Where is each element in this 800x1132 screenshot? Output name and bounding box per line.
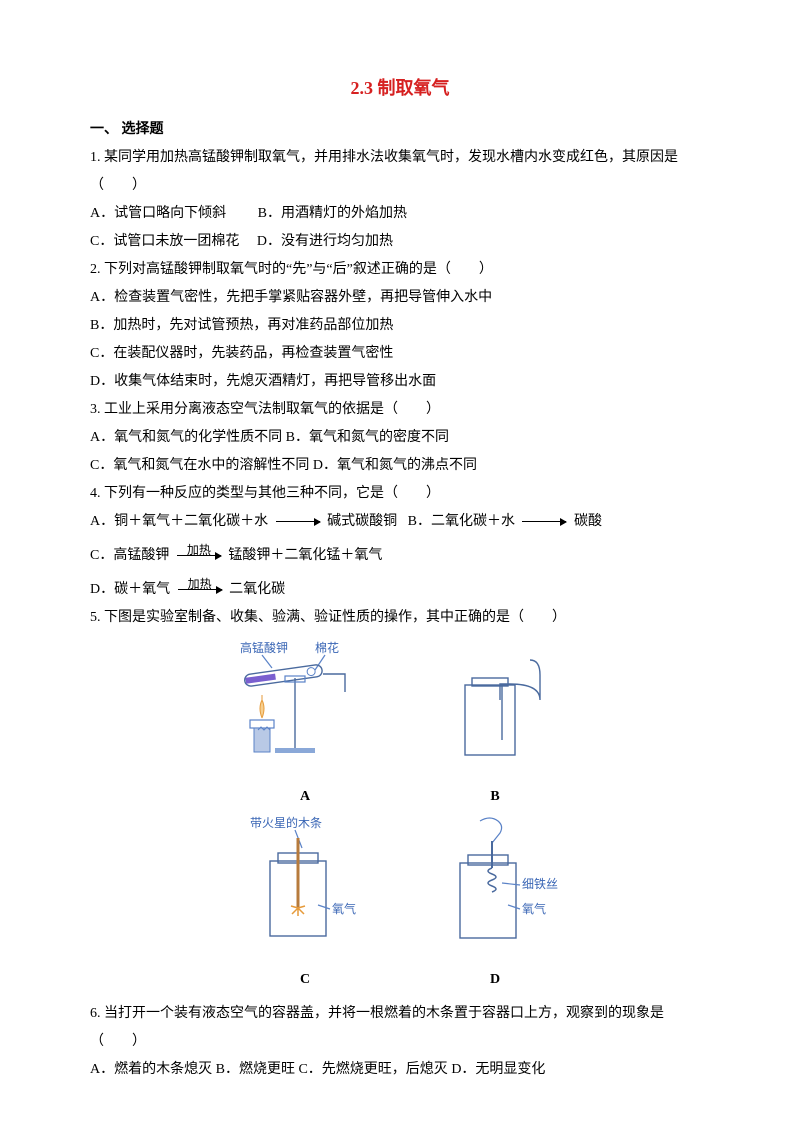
- q3-row2: C．氧气和氮气在水中的溶解性不同 D．氧气和氮气的沸点不同: [90, 452, 710, 480]
- q3-b: B．氧气和氮气的密度不同: [286, 430, 449, 445]
- q4-c1: C．高锰酸钾: [90, 548, 169, 563]
- arrow-icon: [276, 521, 320, 522]
- q4-d1: D．碳＋氧气: [90, 582, 170, 597]
- q6-options: A．燃着的木条熄灭 B．燃烧更旺 C．先燃烧更旺，后熄灭 D．无明显变化: [90, 1056, 710, 1084]
- arrow-heat-icon: 加热: [177, 555, 221, 556]
- q3-d: D．氧气和氮气的沸点不同: [313, 458, 477, 473]
- q1-a: A．试管口略向下倾斜: [90, 206, 226, 221]
- q1-d: D．没有进行均匀加热: [257, 234, 393, 249]
- figure-c-letter: C: [220, 966, 390, 994]
- q4-a1: A．铜＋氧气＋二氧化碳＋水: [90, 514, 268, 529]
- q4-d: D．碳＋氧气 加热 二氧化碳: [90, 576, 710, 604]
- arrow-icon: [522, 521, 566, 522]
- arrow-label: 加热: [187, 538, 211, 562]
- q3-a: A．氧气和氮气的化学性质不同: [90, 430, 282, 445]
- label-oxygen: 氧气: [332, 901, 356, 916]
- apparatus-a-icon: 高锰酸钾 棉花: [220, 640, 390, 770]
- q6-stem: 6. 当打开一个装有液态空气的容器盖，并将一根燃着的木条置于容器口上方，观察到的…: [90, 1000, 710, 1056]
- q2-d: D．收集气体结束时，先熄灭酒精灯，再把导管移出水面: [90, 368, 710, 396]
- figure-d-letter: D: [410, 966, 580, 994]
- figure-d: 细铁丝 氧气 D: [410, 813, 580, 994]
- q1-stem: 1. 某同学用加热高锰酸钾制取氧气，并用排水法收集氧气时，发现水槽内水变成红色，…: [90, 144, 710, 200]
- q1-b: B．用酒精灯的外焰加热: [258, 206, 407, 221]
- q3-c: C．氧气和氮气在水中的溶解性不同: [90, 458, 309, 473]
- label-kmn04: 高锰酸钾: [240, 640, 288, 655]
- figure-a: 高锰酸钾 棉花: [220, 640, 390, 811]
- q4-a2: 碱式碳酸铜: [327, 514, 397, 529]
- q1-c: C．试管口未放一团棉花: [90, 234, 239, 249]
- q6-b: B．燃烧更旺: [216, 1062, 295, 1077]
- q2-c: C．在装配仪器时，先装药品，再检查装置气密性: [90, 340, 710, 368]
- section-heading: 一、 选择题: [90, 116, 710, 144]
- figure-b-letter: B: [410, 783, 580, 811]
- q6-c: C．先燃烧更旺，后熄灭: [298, 1062, 447, 1077]
- q6-a: A．燃着的木条熄灭: [90, 1062, 212, 1077]
- label-oxygen-d: 氧气: [522, 901, 546, 916]
- q5-stem: 5. 下图是实验室制备、收集、验满、验证性质的操作，其中正确的是（ ）: [90, 604, 710, 632]
- q4-b1: B．二氧化碳＋水: [408, 514, 515, 529]
- apparatus-c-icon: 带火星的木条 氧气: [220, 813, 390, 953]
- q3-stem: 3. 工业上采用分离液态空气法制取氧气的依据是（ ）: [90, 396, 710, 424]
- q4-c: C．高锰酸钾 加热 锰酸钾＋二氧化锰＋氧气: [90, 542, 710, 570]
- q4-row1: A．铜＋氧气＋二氧化碳＋水 碱式碳酸铜 B．二氧化碳＋水 碳酸: [90, 508, 710, 536]
- arrow-label: 加热: [188, 572, 212, 596]
- q1-options-row1: A．试管口略向下倾斜 B．用酒精灯的外焰加热: [90, 200, 710, 228]
- arrow-heat-icon: 加热: [178, 589, 222, 590]
- q6-d: D．无明显变化: [451, 1062, 545, 1077]
- label-iron: 细铁丝: [522, 877, 558, 891]
- q2-stem: 2. 下列对高锰酸钾制取氧气时的“先”与“后”叙述正确的是（ ）: [90, 256, 710, 284]
- q4-b2: 碳酸: [574, 514, 602, 529]
- page-title: 2.3 制取氧气: [90, 70, 710, 106]
- label-cotton: 棉花: [315, 640, 339, 655]
- apparatus-d-icon: 细铁丝 氧气: [410, 813, 580, 953]
- q2-b: B．加热时，先对试管预热，再对准药品部位加热: [90, 312, 710, 340]
- q1-options-row2: C．试管口未放一团棉花 D．没有进行均匀加热: [90, 228, 710, 256]
- q4-c2: 锰酸钾＋二氧化锰＋氧气: [228, 548, 382, 563]
- q5-figure: 高锰酸钾 棉花: [220, 640, 580, 994]
- label-splint: 带火星的木条: [250, 815, 322, 830]
- q4-stem: 4. 下列有一种反应的类型与其他三种不同，它是（ ）: [90, 480, 710, 508]
- apparatus-b-icon: [410, 640, 580, 770]
- q4-d2: 二氧化碳: [229, 582, 285, 597]
- figure-b: B: [410, 640, 580, 811]
- figure-a-letter: A: [220, 783, 390, 811]
- q2-a: A．检查装置气密性，先把手掌紧贴容器外壁，再把导管伸入水中: [90, 284, 710, 312]
- figure-c: 带火星的木条 氧气 C: [220, 813, 390, 994]
- q3-row1: A．氧气和氮气的化学性质不同 B．氧气和氮气的密度不同: [90, 424, 710, 452]
